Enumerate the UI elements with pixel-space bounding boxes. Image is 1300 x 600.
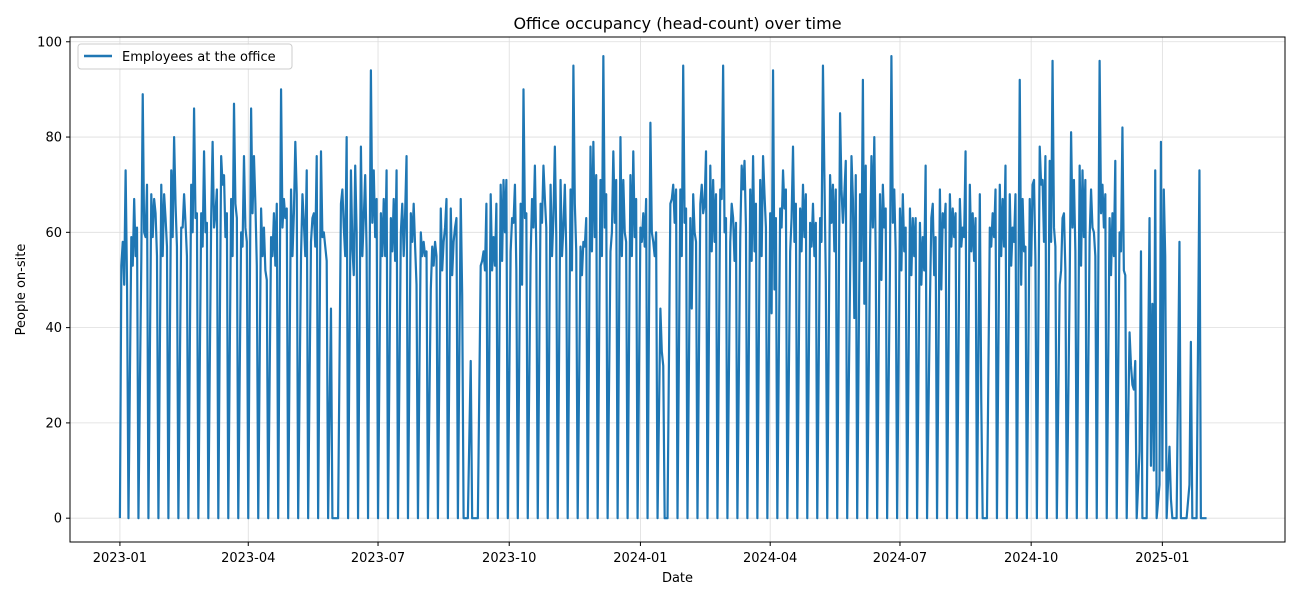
y-tick-label: 0 [54,512,62,527]
y-tick-label: 80 [45,131,62,146]
legend-box [77,43,293,70]
x-tick-label: 2024-01 [613,551,667,566]
x-tick-label: 2023-10 [482,551,536,566]
legend-label: Employees at the office [122,50,276,65]
x-tick-label: 2024-10 [1004,551,1058,566]
series-layer [118,54,1207,520]
y-axis: 0 20 40 60 80 100 [37,35,70,527]
legend: Employees at the office [77,43,293,70]
x-tick-label: 2023-07 [351,551,405,566]
x-tick-label: 2023-04 [221,551,275,566]
x-tick-label: 2024-07 [873,551,927,566]
series-line-employees [118,54,1207,520]
plot-frame [69,36,1286,543]
y-tick-label: 40 [45,321,62,336]
chart-title: Office occupancy (head-count) over time [513,14,841,33]
x-tick-label: 2025-01 [1135,551,1189,566]
x-tick-label: 2023-01 [93,551,147,566]
x-tick-label: 2024-04 [743,551,797,566]
y-tick-label: 100 [37,35,62,50]
x-axis: 2023-01 2023-04 2023-07 2023-10 2024-01 2024-… [93,542,1190,566]
x-axis-title: Date [662,571,693,586]
y-tick-label: 60 [45,226,62,241]
y-axis-title: People on-site [14,244,29,336]
y-tick-label: 20 [45,416,62,431]
